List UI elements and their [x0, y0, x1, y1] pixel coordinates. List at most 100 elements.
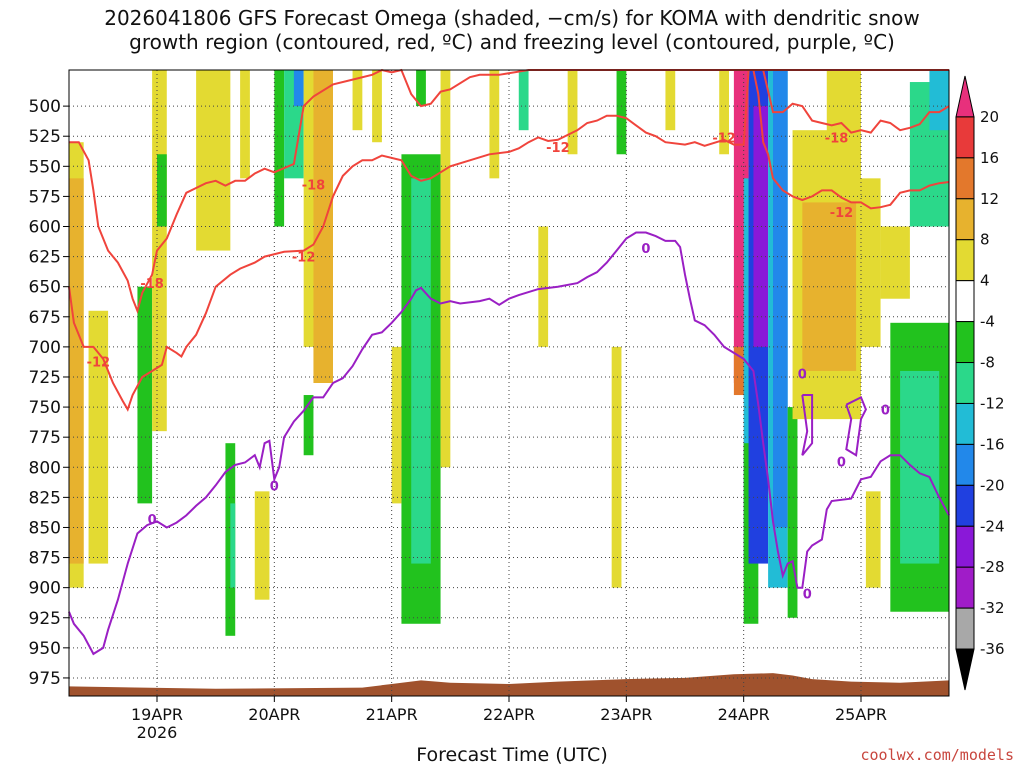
contour-freezing-loop-1 [801, 394, 814, 456]
omega-region-47 [900, 370, 940, 564]
label-minus18-c: -18 [825, 131, 849, 146]
omega-region-29 [611, 346, 622, 588]
x-tick-label-1: 20APR [248, 705, 300, 724]
omega-region-39 [773, 70, 788, 528]
x-tick-label-4: 23APR [600, 705, 652, 724]
colorbar-swatch-11 [955, 525, 975, 568]
chart-title-line1: 2026041806 GFS Forecast Omega (shaded, −… [104, 6, 920, 30]
terrain-band [69, 673, 949, 696]
y-tick-label-16: 900 [29, 579, 61, 599]
omega-region-49 [929, 70, 949, 131]
y-tick-label-4: 600 [29, 218, 61, 238]
y-tick-label-11: 775 [29, 428, 61, 448]
contour-minus18-late [748, 69, 950, 134]
colorbar-label-11: -28 [980, 558, 1005, 576]
omega-region-22 [391, 346, 402, 504]
y-tick-label-0: 500 [29, 97, 61, 117]
y-tick-label-1: 525 [29, 127, 61, 147]
omega-region-27 [567, 70, 578, 155]
omega-region-43 [826, 70, 861, 143]
colorbar-swatch-7 [955, 362, 975, 404]
y-tick-label-10: 750 [29, 398, 61, 418]
omega-region-2 [88, 310, 109, 564]
colorbar-swatch-6 [955, 321, 975, 364]
colorbar-label-7: -12 [980, 394, 1005, 412]
credit-text: coolwx.com/models [860, 746, 1014, 764]
colorbar-swatch-4 [955, 239, 975, 282]
omega-shading [69, 70, 949, 636]
colorbar-swatch-13 [955, 607, 975, 650]
label-minus12-d: -12 [712, 131, 736, 146]
omega-region-8 [230, 503, 236, 588]
colorbar-label-12: -32 [980, 599, 1005, 617]
label-minus12-e: -12 [830, 206, 854, 221]
x-tick-sublabel-0: 2026 [137, 723, 178, 742]
omega-region-28 [616, 70, 627, 155]
colorbar: 20 16 12 8 4 -4 -8 -12 -16 -20 -24 -28 -32 -36 [955, 75, 1005, 691]
contour-freezing-level [68, 231, 950, 656]
y-tick-label-6: 650 [29, 278, 61, 298]
omega-region-44 [861, 178, 881, 347]
colorbar-label-9: -20 [980, 476, 1005, 494]
label-minus18-a: -18 [302, 178, 326, 193]
colorbar-label-8: -16 [980, 435, 1005, 453]
x-tick-label-3: 22APR [483, 705, 535, 724]
colorbar-label-13: -36 [980, 640, 1005, 658]
colorbar-label-10: -24 [980, 517, 1005, 535]
omega-region-13 [293, 70, 304, 107]
label-zero-b: 0 [270, 479, 279, 494]
x-tick-label-5: 24APR [718, 705, 770, 724]
colorbar-cap-bottom [955, 648, 975, 691]
omega-region-5 [157, 154, 167, 227]
label-minus12-c: -12 [546, 141, 570, 156]
omega-region-17 [352, 70, 363, 131]
omega-region-4 [152, 70, 167, 432]
y-tick-label-17: 925 [29, 609, 61, 629]
colorbar-label-6: -8 [980, 354, 995, 372]
y-axis: 500 525 550 575 600 625 650 675 700 725 750 775 800 8… [29, 97, 69, 689]
omega-region-21 [416, 70, 426, 107]
terrain-fill [69, 673, 949, 696]
omega-region-24 [489, 70, 500, 179]
omega-region-3 [137, 286, 153, 504]
y-tick-label-7: 675 [29, 308, 61, 328]
label-zero-d: 0 [798, 367, 807, 382]
x-tick-label-2: 21APR [366, 705, 418, 724]
omega-region-1 [69, 178, 84, 564]
label-minus18-b: -18 [140, 277, 164, 292]
colorbar-label-3: 8 [980, 231, 990, 249]
chart-title-line2: growth region (contoured, red, ºC) and f… [129, 30, 895, 54]
y-tick-label-9: 725 [29, 368, 61, 388]
colorbar-swatch-1 [955, 116, 975, 159]
omega-region-31 [719, 70, 729, 155]
label-zero-g: 0 [881, 403, 890, 418]
label-minus12-a: -12 [87, 355, 111, 370]
colorbar-swatch-10 [955, 484, 975, 527]
colorbar-label-5: -4 [980, 313, 995, 331]
label-zero-c: 0 [641, 242, 650, 257]
y-tick-label-15: 875 [29, 549, 61, 569]
y-tick-label-8: 700 [29, 338, 61, 358]
omega-region-50 [880, 226, 910, 299]
contour-minus12-late [748, 69, 950, 210]
omega-region-40 [787, 407, 798, 618]
y-tick-label-19: 975 [29, 669, 61, 689]
y-tick-label-13: 825 [29, 488, 61, 508]
omega-region-11 [274, 70, 285, 227]
contour-minus12 [68, 69, 750, 412]
omega-region-45 [865, 491, 881, 588]
x-tick-label-0: 19APR [131, 705, 183, 724]
colorbar-label-0: 20 [980, 108, 999, 126]
colorbar-swatch-12 [955, 566, 975, 609]
y-tick-label-5: 625 [29, 248, 61, 268]
label-zero-a: 0 [148, 513, 157, 528]
colorbar-swatch-5 [955, 280, 975, 323]
y-tick-label-3: 575 [29, 187, 61, 207]
omega-region-20 [411, 178, 431, 564]
grid-lines [69, 70, 949, 696]
colorbar-swatch-8 [955, 402, 975, 445]
omega-region-6 [196, 70, 231, 251]
colorbar-label-2: 12 [980, 190, 999, 208]
omega-region-26 [538, 226, 549, 347]
